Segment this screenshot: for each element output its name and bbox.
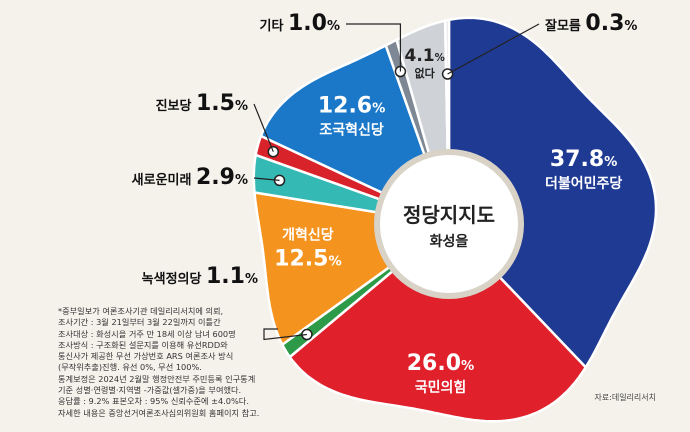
slice-value-label: 4.1%: [405, 46, 445, 66]
slice-labels: 37.8% 더불어민주당 26.0% 국민의힘 개혁신당 12.5% 12.6% 조국혁신당 4…: [132, 11, 638, 396]
slice-value-label: 12.5%: [274, 246, 342, 271]
leader-line: [253, 103, 274, 152]
slice-name-label: 더불어민주당: [545, 175, 622, 192]
note-line: 기준 성별·연령별·지역별 -가중값(셀가중)을 부여했다.: [58, 385, 242, 396]
external-slice-label: 새로운미래 2.9%: [132, 165, 248, 190]
note-line: *중부일보가 여론조사기관 데일리리서치에 의뢰,: [58, 306, 224, 316]
chart-title: 정당지지도: [403, 203, 495, 227]
external-slice-label: 진보당 1.5%: [156, 91, 248, 116]
note-line: 응답률 : 9.2% 표본오차 : 95% 신뢰수준에 ±4.0%다.: [58, 396, 249, 407]
slice-name-label: 없다: [415, 66, 436, 80]
chart-subtitle: 화성을: [430, 234, 469, 250]
external-slice-label: 잘모름 0.3%: [545, 11, 637, 36]
note-line: 통신사가 제공한 무선 가상번호 ARS 여론조사 방식: [58, 351, 234, 362]
slice-value-label: 37.8%: [550, 147, 618, 172]
leader-line: [447, 23, 540, 75]
pie-center: 정당지지도 화성을: [374, 149, 524, 299]
note-line: 조사방식 : 구조화된 설문지를 이용해 유선RDD와: [58, 339, 228, 350]
external-slice-label: 녹색정의당 1.1%: [142, 264, 258, 289]
leader-line: [253, 177, 280, 181]
note-line: 조사대상 : 화성시을 거주 만 18세 이상 남녀 600명: [58, 328, 236, 339]
note-line: 통계보정은 2024년 2월말 행정안전부 주민등록 인구통계: [58, 373, 256, 384]
note-line: (무작위추출)진행. 유선 0%, 무선 100%.: [58, 362, 202, 373]
slice-name-label: 개혁신당: [282, 226, 334, 243]
survey-notes: *중부일보가 여론조사기관 데일리리서치에 의뢰, 조사기간 : 3월 21일부…: [58, 306, 328, 419]
pie-slice: [447, 16, 658, 370]
center-circle: [374, 149, 524, 299]
external-slice-label: 기타 1.0%: [260, 11, 340, 36]
leader-line: [346, 23, 402, 72]
slice-value-label: 12.6%: [318, 94, 386, 119]
slice-name-label: 조국혁신당: [319, 122, 384, 139]
note-line: 조사기간 : 3월 21일부터 3월 22일까지 이틀간: [58, 317, 221, 328]
slice-value-label: 26.0%: [407, 351, 475, 376]
pie-slice: [288, 222, 588, 423]
leader-lines: [253, 23, 540, 341]
source-credit: 자료:데일리리서치: [594, 393, 656, 402]
note-line: 자세한 내용은 중앙선거여론조사심의위원회 홈페이지 참고.: [58, 407, 260, 418]
leader-line: [263, 328, 307, 341]
slice-name-label: 국민의힘: [415, 379, 467, 396]
